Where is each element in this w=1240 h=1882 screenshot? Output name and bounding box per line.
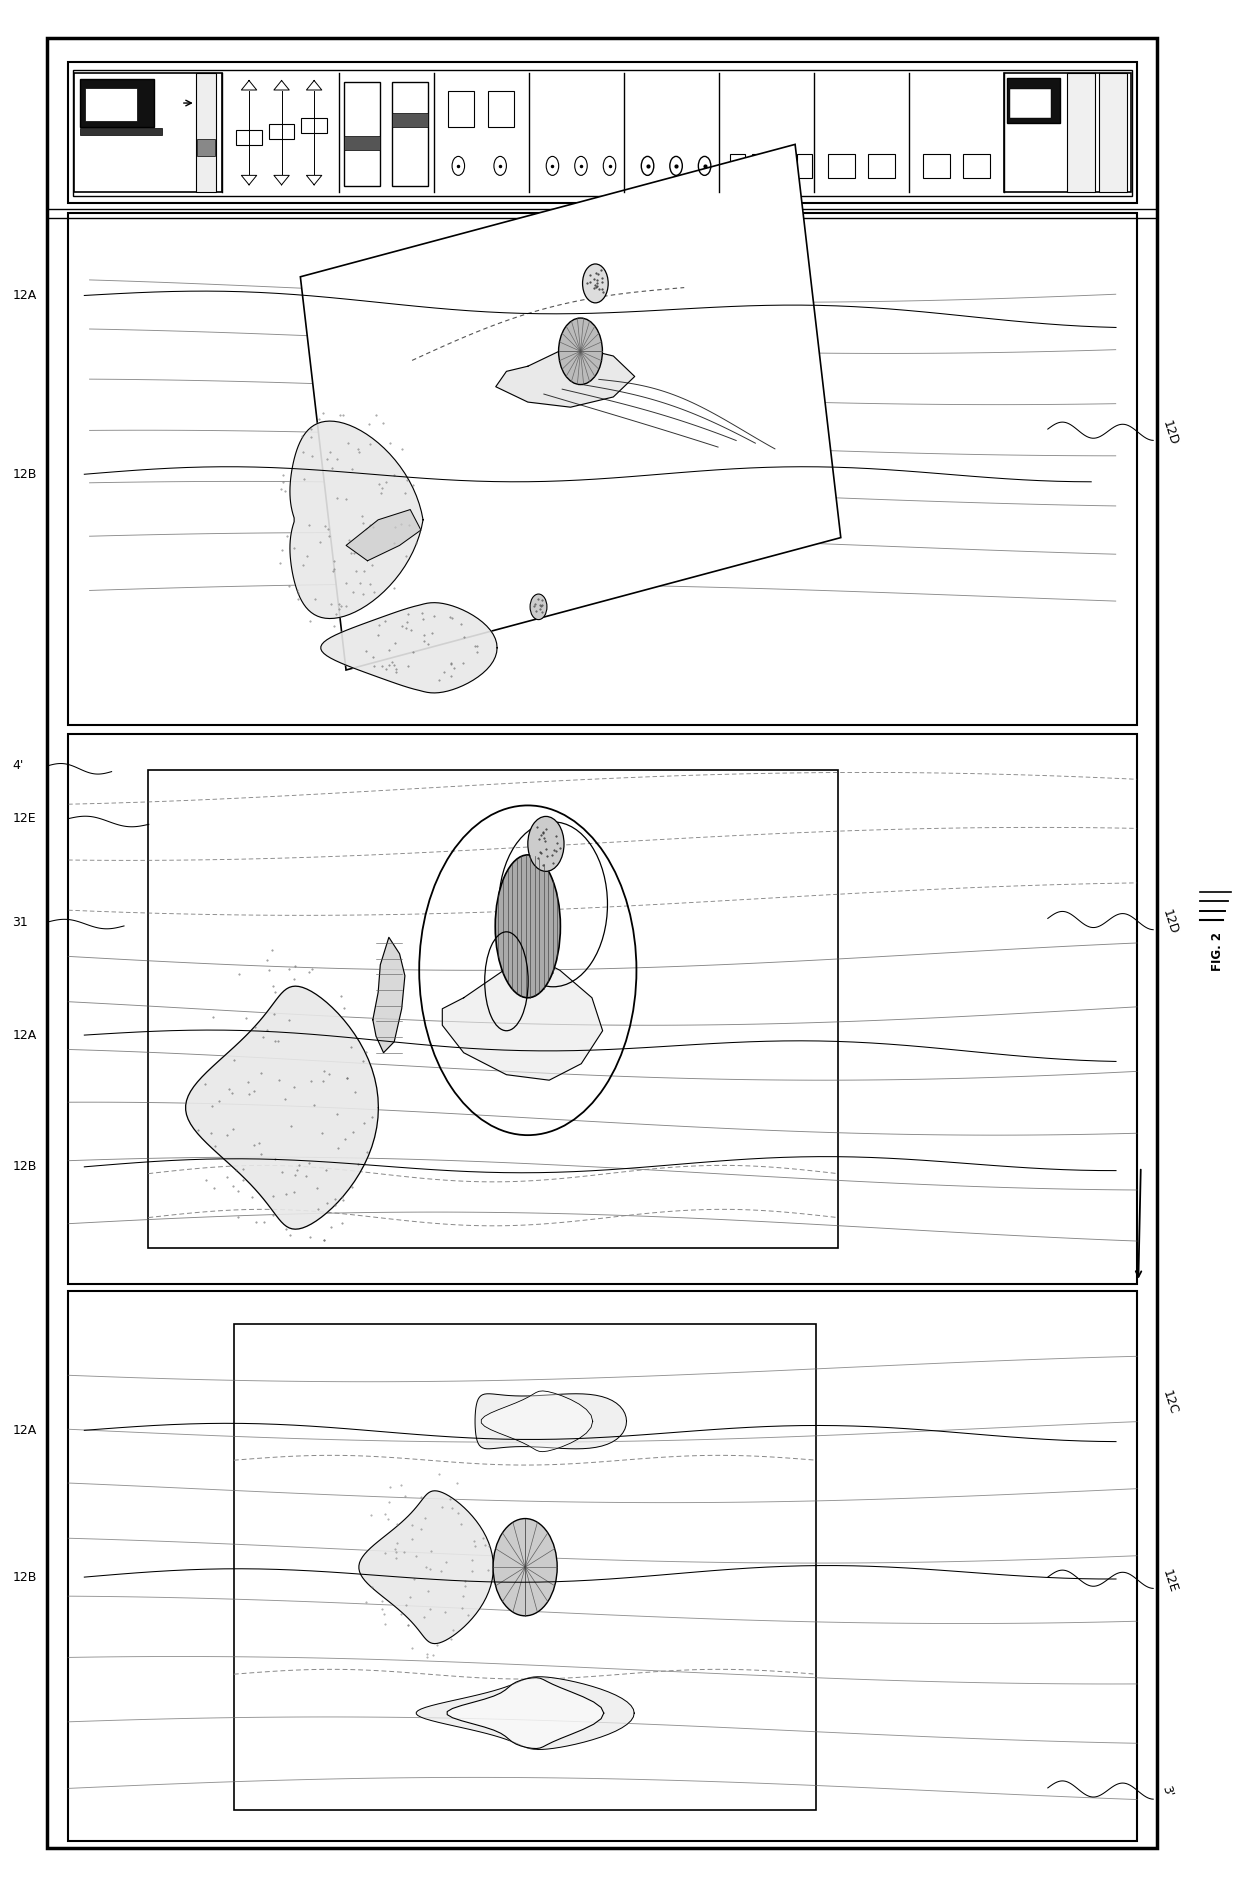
Text: 12B: 12B — [12, 469, 37, 480]
Text: 12E: 12E — [12, 813, 36, 824]
Text: 12C: 12C — [1159, 1389, 1179, 1415]
Bar — [74, 73, 222, 192]
Bar — [448, 90, 475, 126]
Bar — [149, 770, 838, 1248]
Polygon shape — [417, 1677, 634, 1750]
Bar — [68, 62, 1137, 203]
Text: 12A: 12A — [12, 1029, 37, 1041]
Text: 12A: 12A — [12, 290, 37, 301]
Polygon shape — [373, 937, 405, 1052]
Bar — [1099, 73, 1127, 192]
Text: 12B: 12B — [12, 1571, 37, 1583]
Text: 12D: 12D — [1159, 420, 1179, 446]
Bar — [68, 213, 1137, 725]
Bar — [269, 124, 294, 139]
Bar — [301, 119, 327, 134]
Bar — [963, 154, 990, 177]
Bar — [68, 734, 1137, 1284]
Bar — [392, 113, 428, 126]
Bar — [345, 136, 381, 151]
Circle shape — [583, 263, 608, 303]
Bar — [237, 130, 262, 145]
Text: 12B: 12B — [12, 1161, 37, 1172]
Bar — [81, 128, 161, 136]
Circle shape — [494, 1519, 557, 1617]
Bar — [797, 154, 812, 177]
Bar — [68, 1291, 1137, 1841]
Bar — [487, 90, 515, 126]
Text: FIG. 2: FIG. 2 — [1211, 932, 1224, 971]
Bar — [392, 81, 428, 186]
Bar — [776, 154, 791, 177]
Polygon shape — [443, 954, 603, 1080]
Text: 12A: 12A — [12, 1425, 37, 1436]
Text: 12D: 12D — [1159, 909, 1179, 935]
Text: 3': 3' — [1159, 1784, 1176, 1799]
Circle shape — [558, 318, 603, 384]
Bar — [868, 154, 895, 177]
Polygon shape — [321, 602, 497, 693]
Bar — [1011, 88, 1052, 119]
Ellipse shape — [495, 854, 560, 997]
Circle shape — [529, 595, 547, 619]
Bar — [73, 70, 1132, 196]
Polygon shape — [186, 986, 378, 1229]
Bar — [730, 154, 745, 177]
Bar — [84, 88, 136, 120]
Bar — [234, 1325, 816, 1810]
Text: 12E: 12E — [1159, 1568, 1179, 1594]
Polygon shape — [475, 1395, 626, 1449]
Bar — [753, 154, 768, 177]
Polygon shape — [300, 145, 841, 670]
Bar — [196, 73, 217, 192]
Polygon shape — [290, 422, 423, 619]
Bar — [345, 81, 381, 186]
Polygon shape — [481, 1391, 593, 1451]
Circle shape — [528, 817, 564, 871]
Bar — [924, 154, 950, 177]
Bar — [828, 154, 854, 177]
Polygon shape — [496, 346, 635, 407]
Bar — [81, 79, 154, 126]
Bar — [197, 139, 215, 156]
Bar — [1068, 73, 1095, 192]
Text: 4': 4' — [12, 760, 24, 772]
Polygon shape — [448, 1677, 604, 1748]
Polygon shape — [346, 510, 420, 561]
Polygon shape — [358, 1491, 494, 1643]
Bar — [47, 38, 1157, 1848]
Bar — [1004, 73, 1131, 192]
Text: 31: 31 — [12, 917, 29, 928]
Bar — [1007, 79, 1060, 122]
